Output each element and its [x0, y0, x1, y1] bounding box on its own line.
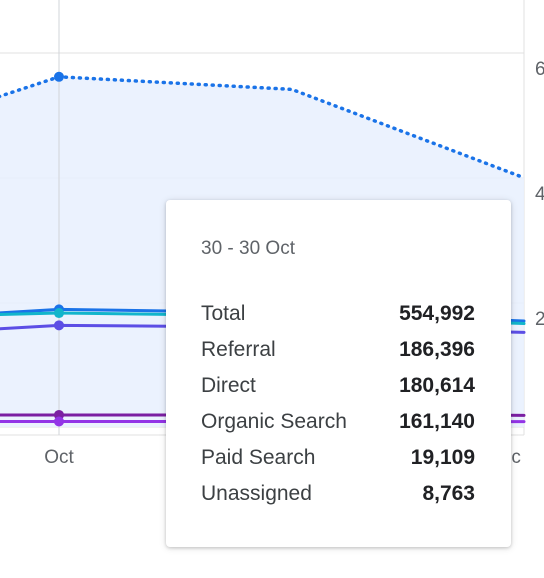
hover-point-direct	[54, 308, 64, 319]
y-tick-label: 4	[535, 184, 544, 205]
tooltip-row-referral: Referral 186,396	[201, 332, 475, 368]
tooltip-label: Referral	[201, 338, 276, 361]
y-axis-ticks: 6 4 2	[535, 59, 544, 330]
tooltip-row-unassigned: Unassigned 8,763	[201, 476, 475, 512]
y-tick-label: 2	[535, 309, 544, 330]
series-line-total	[0, 75, 526, 180]
hover-points	[54, 71, 64, 427]
tooltip-row-direct: Direct 180,614	[201, 368, 475, 404]
tooltip-label: Total	[201, 302, 246, 325]
tooltip-rows: Total 554,992 Referral 186,396 Direct 18…	[201, 296, 475, 512]
hover-point-total	[54, 71, 64, 82]
tooltip-value: 186,396	[399, 338, 475, 361]
tooltip-value: 161,140	[399, 410, 475, 433]
hover-point-organic-search	[54, 320, 64, 331]
tooltip-label: Direct	[201, 374, 256, 397]
tooltip-value: 19,109	[410, 446, 475, 469]
y-tick-label: 6	[535, 59, 544, 80]
tooltip-label: Organic Search	[201, 410, 347, 433]
tooltip-row-organic-search: Organic Search 161,140	[201, 404, 475, 440]
tooltip-date: 30 - 30 Oct	[201, 238, 295, 259]
tooltip-label: Unassigned	[201, 482, 312, 505]
chart-tooltip: 30 - 30 Oct Total 554,992 Referral 186,3…	[166, 200, 511, 547]
tooltip-value: 180,614	[399, 374, 475, 397]
tooltip-row-total: Total 554,992	[201, 296, 475, 332]
x-tick-label: Oct	[44, 447, 74, 468]
hover-point-unassigned	[54, 416, 64, 427]
tooltip-row-paid-search: Paid Search 19,109	[201, 440, 475, 476]
tooltip-label: Paid Search	[201, 446, 316, 469]
tooltip-value: 554,992	[399, 302, 475, 325]
tooltip-value: 8,763	[422, 482, 475, 505]
